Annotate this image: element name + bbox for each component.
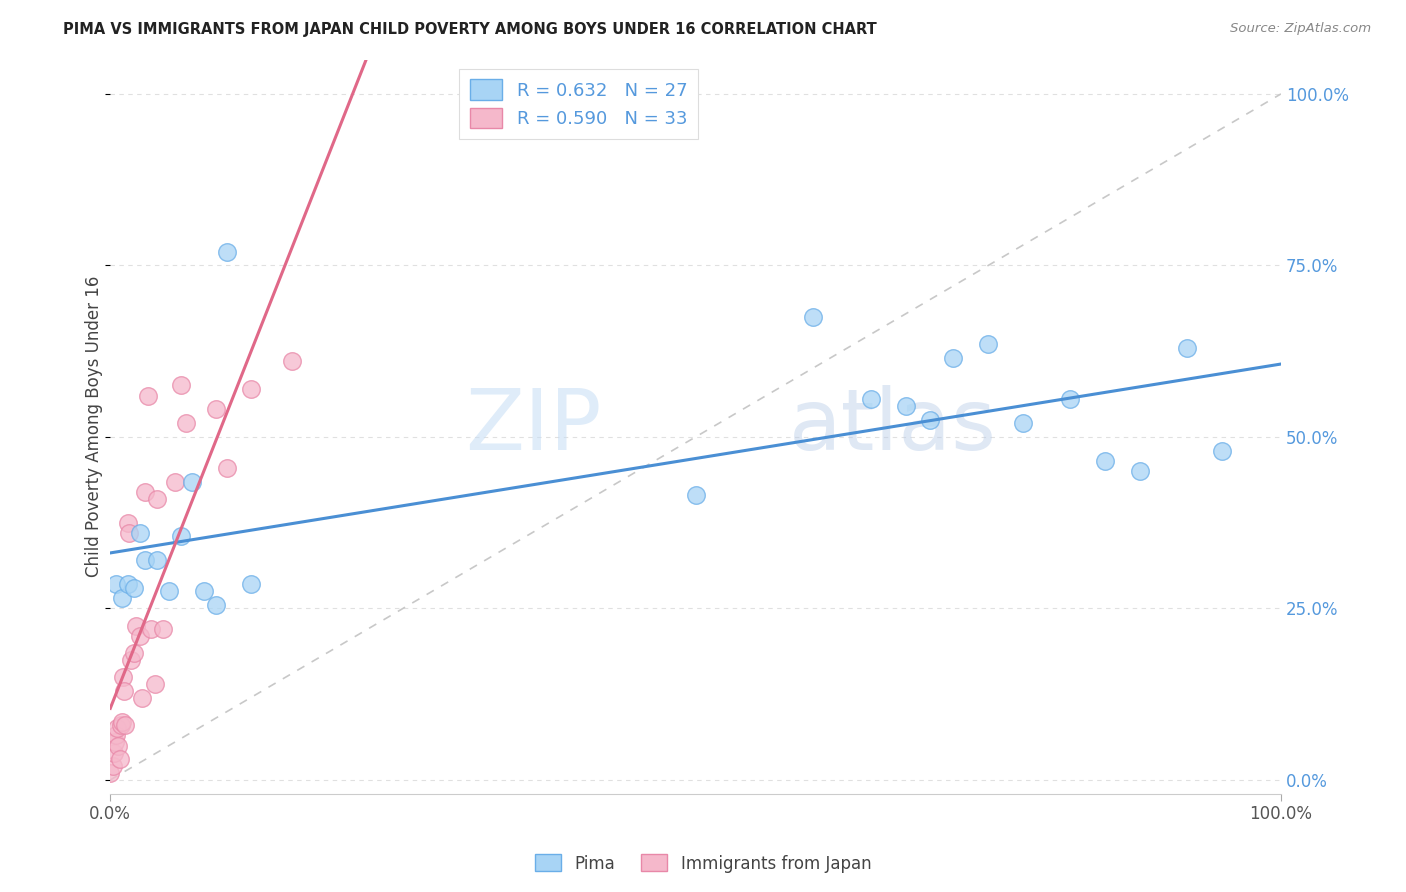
- Point: [103, 746, 125, 760]
- Point: [104, 735, 127, 749]
- Point: [117, 577, 139, 591]
- Point: [685, 488, 707, 502]
- Point: [105, 722, 128, 736]
- Point: [114, 718, 136, 732]
- Point: [122, 581, 145, 595]
- Point: [122, 646, 145, 660]
- Point: [860, 392, 883, 407]
- Point: [176, 416, 198, 430]
- Point: [146, 553, 169, 567]
- Text: PIMA VS IMMIGRANTS FROM JAPAN CHILD POVERTY AMONG BOYS UNDER 16 CORRELATION CHAR: PIMA VS IMMIGRANTS FROM JAPAN CHILD POVE…: [63, 22, 877, 37]
- Point: [942, 351, 965, 365]
- Text: ZIP: ZIP: [465, 385, 602, 468]
- Point: [101, 759, 124, 773]
- Point: [1059, 392, 1081, 407]
- Point: [146, 491, 169, 506]
- Point: [280, 354, 302, 368]
- Point: [1094, 454, 1116, 468]
- Point: [112, 670, 135, 684]
- Point: [108, 752, 131, 766]
- Point: [896, 399, 918, 413]
- Point: [143, 677, 166, 691]
- Point: [112, 683, 135, 698]
- Point: [134, 553, 156, 567]
- Point: [136, 389, 159, 403]
- Point: [111, 714, 134, 729]
- Point: [110, 718, 132, 732]
- Point: [163, 475, 186, 489]
- Point: [217, 244, 239, 259]
- Point: [117, 516, 139, 530]
- Point: [128, 526, 150, 541]
- Point: [1211, 443, 1233, 458]
- Point: [801, 310, 824, 324]
- Point: [977, 337, 1000, 351]
- Text: atlas: atlas: [789, 385, 997, 468]
- Point: [181, 475, 204, 489]
- Point: [141, 622, 163, 636]
- Point: [918, 413, 941, 427]
- Point: [120, 653, 142, 667]
- Point: [107, 739, 129, 753]
- Legend: Pima, Immigrants from Japan: Pima, Immigrants from Japan: [529, 847, 877, 880]
- Point: [217, 460, 239, 475]
- Point: [111, 591, 134, 606]
- Point: [1012, 416, 1035, 430]
- Point: [105, 577, 128, 591]
- Point: [1175, 341, 1198, 355]
- Point: [125, 618, 148, 632]
- Point: [98, 766, 121, 780]
- Point: [157, 584, 180, 599]
- Point: [118, 526, 141, 541]
- Point: [204, 598, 226, 612]
- Point: [128, 629, 150, 643]
- Legend: R = 0.632   N = 27, R = 0.590   N = 33: R = 0.632 N = 27, R = 0.590 N = 33: [458, 69, 697, 139]
- Text: Source: ZipAtlas.com: Source: ZipAtlas.com: [1230, 22, 1371, 36]
- Point: [152, 622, 174, 636]
- Y-axis label: Child Poverty Among Boys Under 16: Child Poverty Among Boys Under 16: [86, 276, 103, 577]
- Point: [131, 690, 153, 705]
- Point: [1129, 464, 1152, 478]
- Point: [239, 382, 262, 396]
- Point: [204, 402, 226, 417]
- Point: [134, 484, 156, 499]
- Point: [169, 378, 191, 392]
- Point: [193, 584, 215, 599]
- Point: [169, 529, 191, 543]
- Point: [105, 728, 128, 742]
- Point: [239, 577, 262, 591]
